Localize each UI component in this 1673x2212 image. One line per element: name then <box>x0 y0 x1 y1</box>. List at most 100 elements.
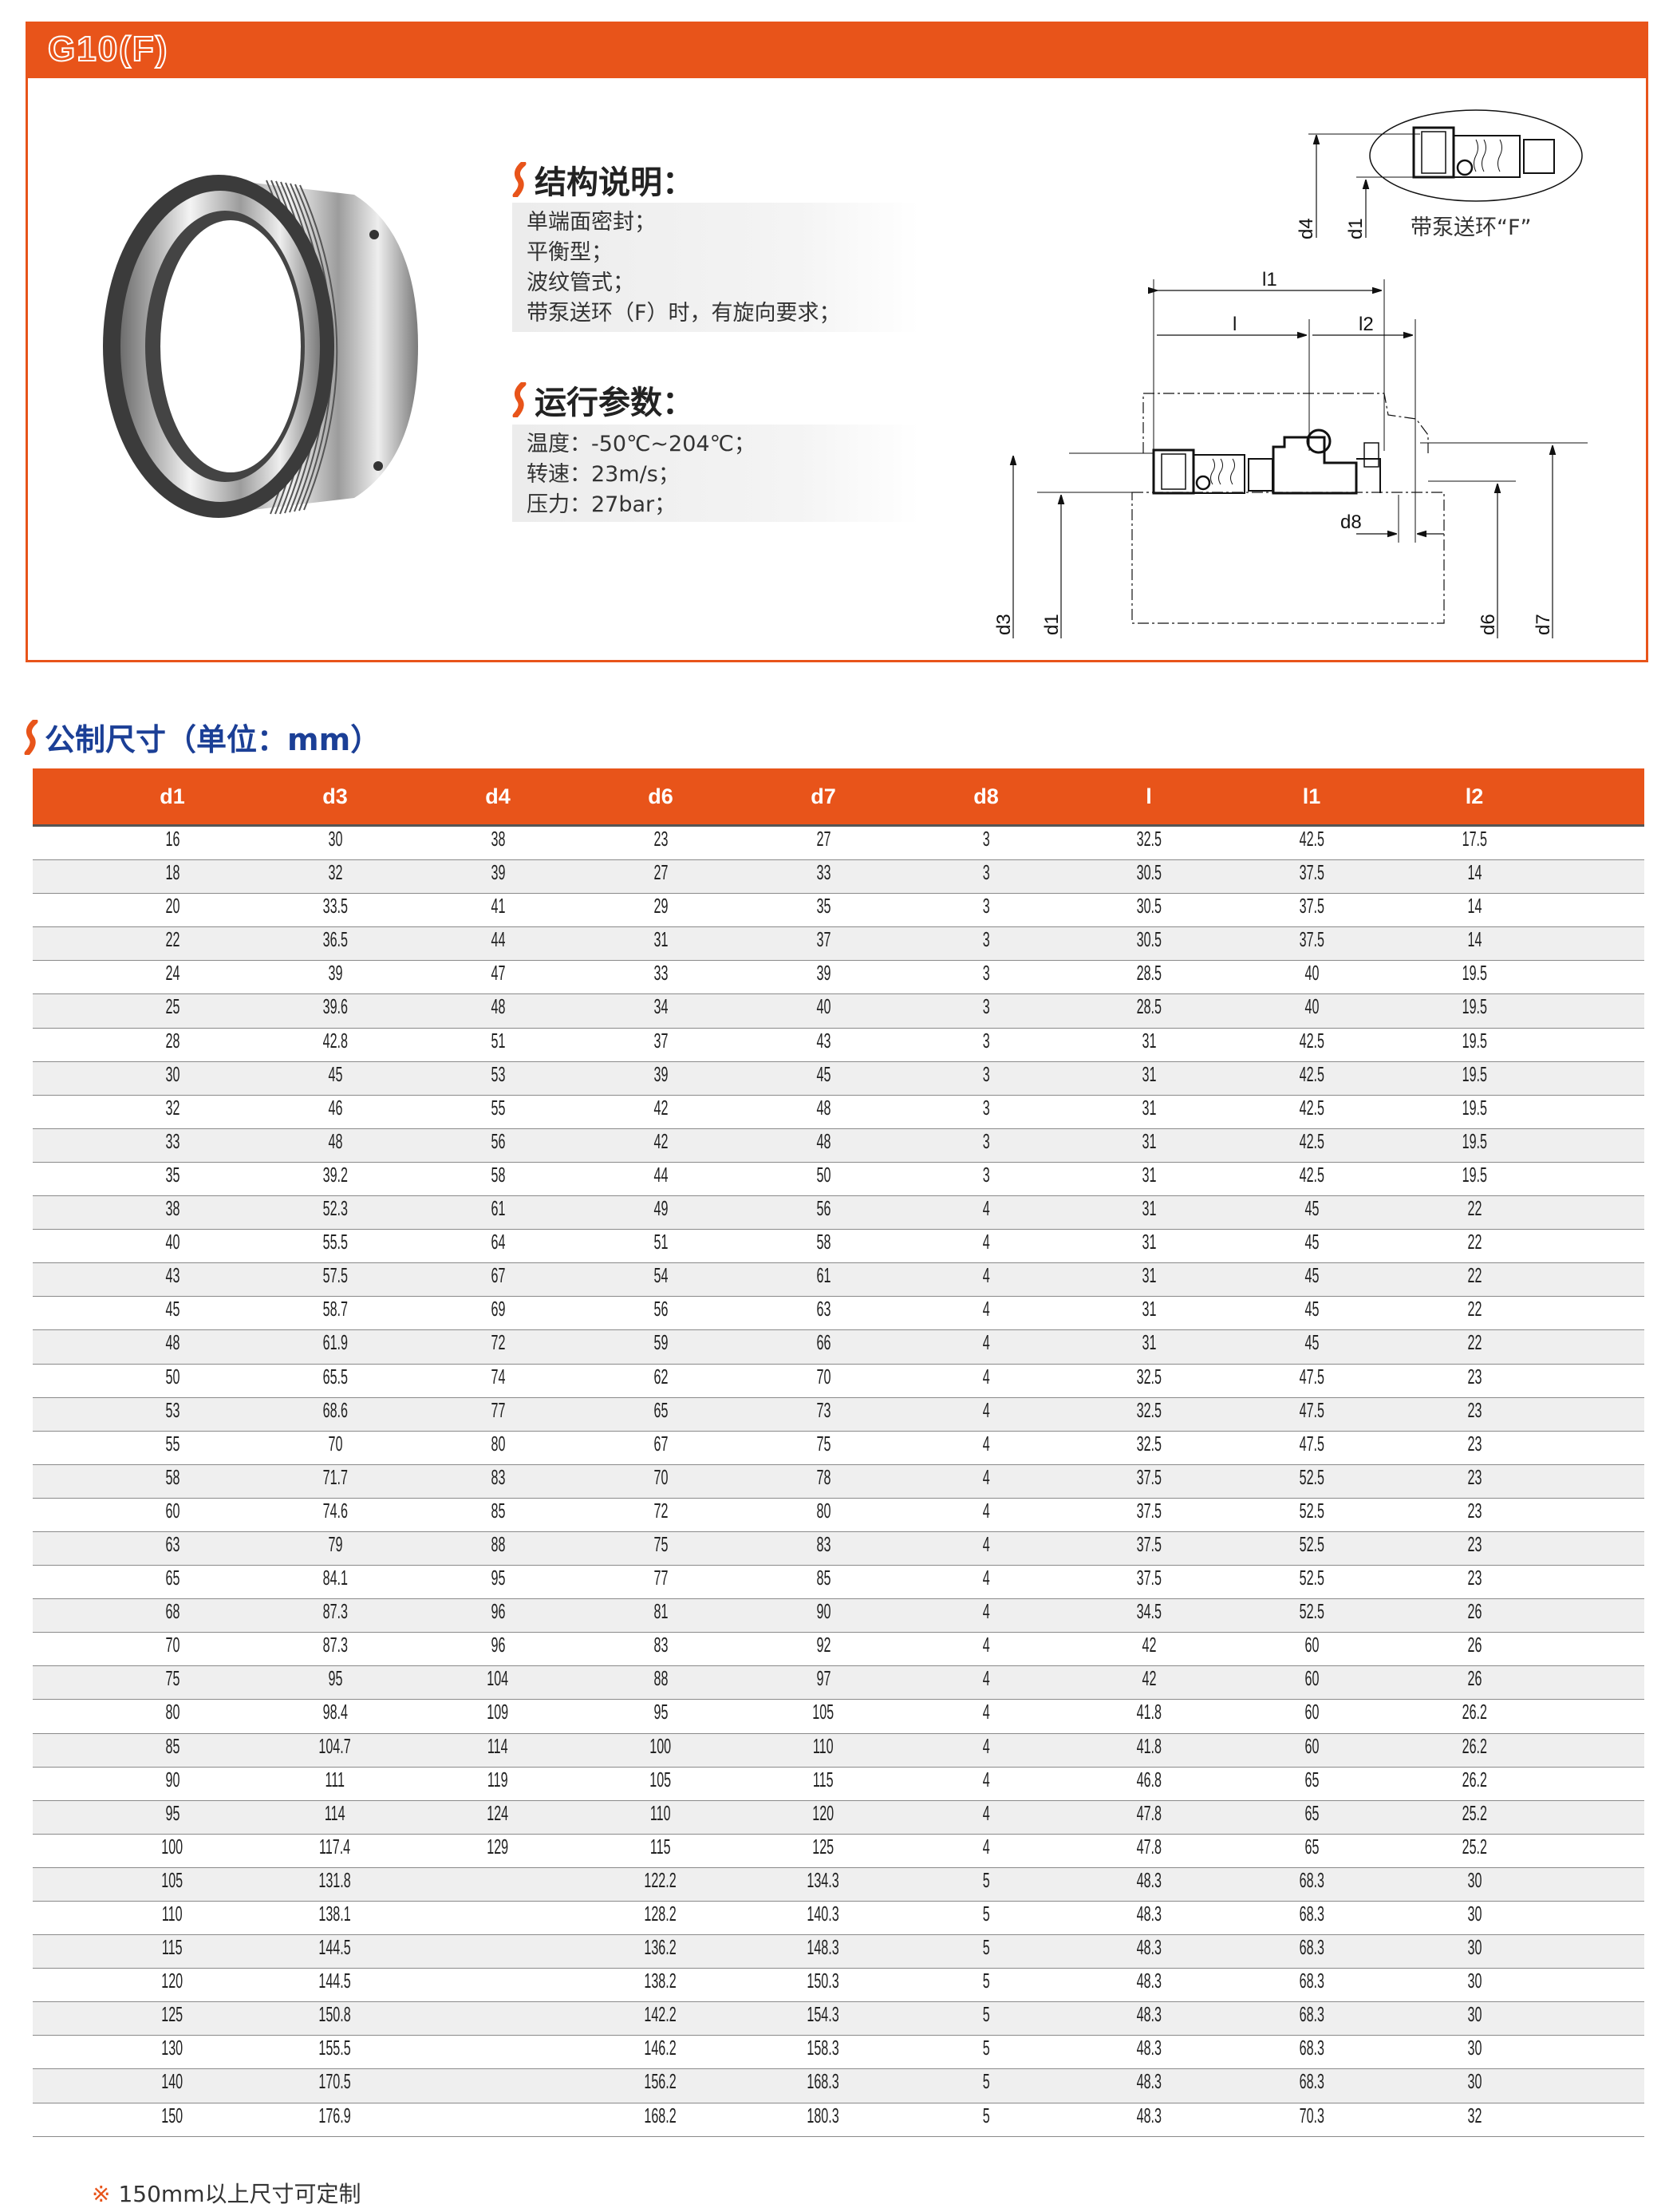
cell-l: 31 <box>1067 1196 1230 1229</box>
cell-value: 19.5 <box>1462 1095 1487 1120</box>
cell-value: 88 <box>653 1666 668 1691</box>
cell-value: 3 <box>982 894 990 918</box>
cell-value: 33 <box>653 961 668 986</box>
column-header-d4: d4 <box>485 784 511 808</box>
cell-d6: 77 <box>579 1566 742 1598</box>
cell-d6: 49 <box>579 1196 742 1229</box>
cell-value: 44 <box>491 927 505 952</box>
cell-value: 41.8 <box>1136 1733 1162 1758</box>
column-header-d8: d8 <box>973 784 999 808</box>
cell-d6: 142.2 <box>579 2002 742 2035</box>
cell-value: 80 <box>491 1431 505 1456</box>
cell-value: 37.5 <box>1136 1464 1162 1489</box>
cell-d1: 32 <box>91 1096 254 1128</box>
cell-value: 5 <box>982 2036 990 2060</box>
cell-value: 33 <box>165 1128 180 1153</box>
cell-value: 83 <box>491 1464 505 1489</box>
cell-d3: 61.9 <box>254 1330 416 1363</box>
cell-l: 48.3 <box>1067 2036 1230 2068</box>
table-row: 90 111 119 105 115 4 46.8 65 26.2 <box>33 1768 1644 1801</box>
spacer <box>1556 1163 1644 1195</box>
cell-d6: 65 <box>579 1398 742 1431</box>
cell-value: 115 <box>813 1767 834 1791</box>
cell-value: 14 <box>1467 860 1482 885</box>
cell-value: 95 <box>653 1700 668 1724</box>
cell-value: 18 <box>165 860 180 885</box>
table-row: 25 39.6 48 34 40 3 28.5 40 19.5 <box>33 994 1644 1029</box>
cell-value: 55.5 <box>322 1230 348 1254</box>
cell-l1: 68.3 <box>1230 1935 1393 1968</box>
spacer <box>1556 961 1644 993</box>
spacer <box>33 1432 91 1464</box>
cell-d4: 96 <box>416 1599 579 1632</box>
cell-value: 148.3 <box>807 1935 840 1960</box>
cell-d8: 4 <box>905 1365 1067 1397</box>
spacer <box>33 2103 91 2136</box>
cell-d7: 58 <box>742 1230 905 1262</box>
cell-value: 45 <box>165 1297 180 1321</box>
footnote: ※ 150mm以上尺寸可定制 <box>92 2177 361 2209</box>
spacer <box>33 1465 91 1498</box>
table-row: 130 155.5 146.2 158.3 5 48.3 68.3 30 <box>33 2036 1644 2070</box>
cell-d4: 77 <box>416 1398 579 1431</box>
operating-box: 温度：-50℃~204℃； 转速：23m/s； 压力：27bar； <box>512 425 920 522</box>
cell-value: 100 <box>649 1733 672 1758</box>
table-row: 85 104.7 114 100 110 4 41.8 60 26.2 <box>33 1733 1644 1768</box>
cell-l2: 26 <box>1393 1599 1556 1632</box>
cell-d6: 138.2 <box>579 1969 742 2001</box>
cell-value: 25.2 <box>1462 1834 1487 1858</box>
cell-value: 120 <box>161 1969 183 1993</box>
table-row: 100 117.4 129 115 125 4 47.8 65 25.2 <box>33 1835 1644 1868</box>
cell-l2: 23 <box>1393 1532 1556 1565</box>
cell-value: 3 <box>982 994 990 1019</box>
spacer <box>33 1096 91 1128</box>
table-row: 38 52.3 61 49 56 4 31 45 22 <box>33 1196 1644 1230</box>
cell-value: 30 <box>1467 2036 1482 2060</box>
cell-value: 48 <box>165 1330 180 1355</box>
cell-value: 68.3 <box>1299 2036 1324 2060</box>
cell-value: 45 <box>1304 1263 1319 1288</box>
cell-d3: 150.8 <box>254 2002 416 2035</box>
cell-d7: 39 <box>742 961 905 993</box>
cell-value: 88 <box>491 1531 505 1556</box>
cell-d3: 33.5 <box>254 894 416 926</box>
cell-value: 85 <box>816 1566 831 1590</box>
column-header-d7: d7 <box>811 784 836 808</box>
cell-value: 55 <box>165 1431 180 1456</box>
cell-d3: 70 <box>254 1432 416 1464</box>
cell-l2: 25.2 <box>1393 1801 1556 1834</box>
cell-value: 70.3 <box>1299 2103 1324 2127</box>
cell-value: 31 <box>1142 1297 1156 1321</box>
cell-l: 37.5 <box>1067 1499 1230 1531</box>
spacer <box>33 1532 91 1565</box>
cell-value: 158.3 <box>807 2036 840 2060</box>
cell-value: 43 <box>816 1028 831 1053</box>
cell-value: 73 <box>816 1397 831 1422</box>
spacer <box>1556 827 1644 859</box>
cell-d1: 16 <box>91 827 254 859</box>
cell-d8: 5 <box>905 1969 1067 2001</box>
cell-d7: 110 <box>742 1734 905 1767</box>
cell-value: 42 <box>1142 1633 1156 1657</box>
spacer <box>1556 1532 1644 1565</box>
cell-l2: 30 <box>1393 2036 1556 2068</box>
cell-value: 90 <box>816 1599 831 1624</box>
table-row: 50 65.5 74 62 70 4 32.5 47.5 23 <box>33 1365 1644 1398</box>
cell-d8: 3 <box>905 894 1067 926</box>
cell-d6: 67 <box>579 1432 742 1464</box>
cell-d4: 41 <box>416 894 579 926</box>
cell-value: 142.2 <box>644 2002 677 2027</box>
cell-d8: 4 <box>905 1499 1067 1531</box>
cell-d1: 120 <box>91 1969 254 2001</box>
cell-d3: 39 <box>254 961 416 993</box>
cell-d7: 90 <box>742 1599 905 1632</box>
cell-d3: 114 <box>254 1801 416 1834</box>
cell-l: 28.5 <box>1067 994 1230 1027</box>
cell-value: 68.3 <box>1299 1969 1324 1993</box>
cell-l2: 22 <box>1393 1196 1556 1229</box>
cell-value: 105 <box>812 1700 835 1724</box>
spacer <box>1556 1330 1644 1363</box>
cell-value: 32 <box>165 1095 180 1120</box>
cell-value: 33.5 <box>322 894 348 918</box>
cell-value: 5 <box>982 1969 990 1993</box>
